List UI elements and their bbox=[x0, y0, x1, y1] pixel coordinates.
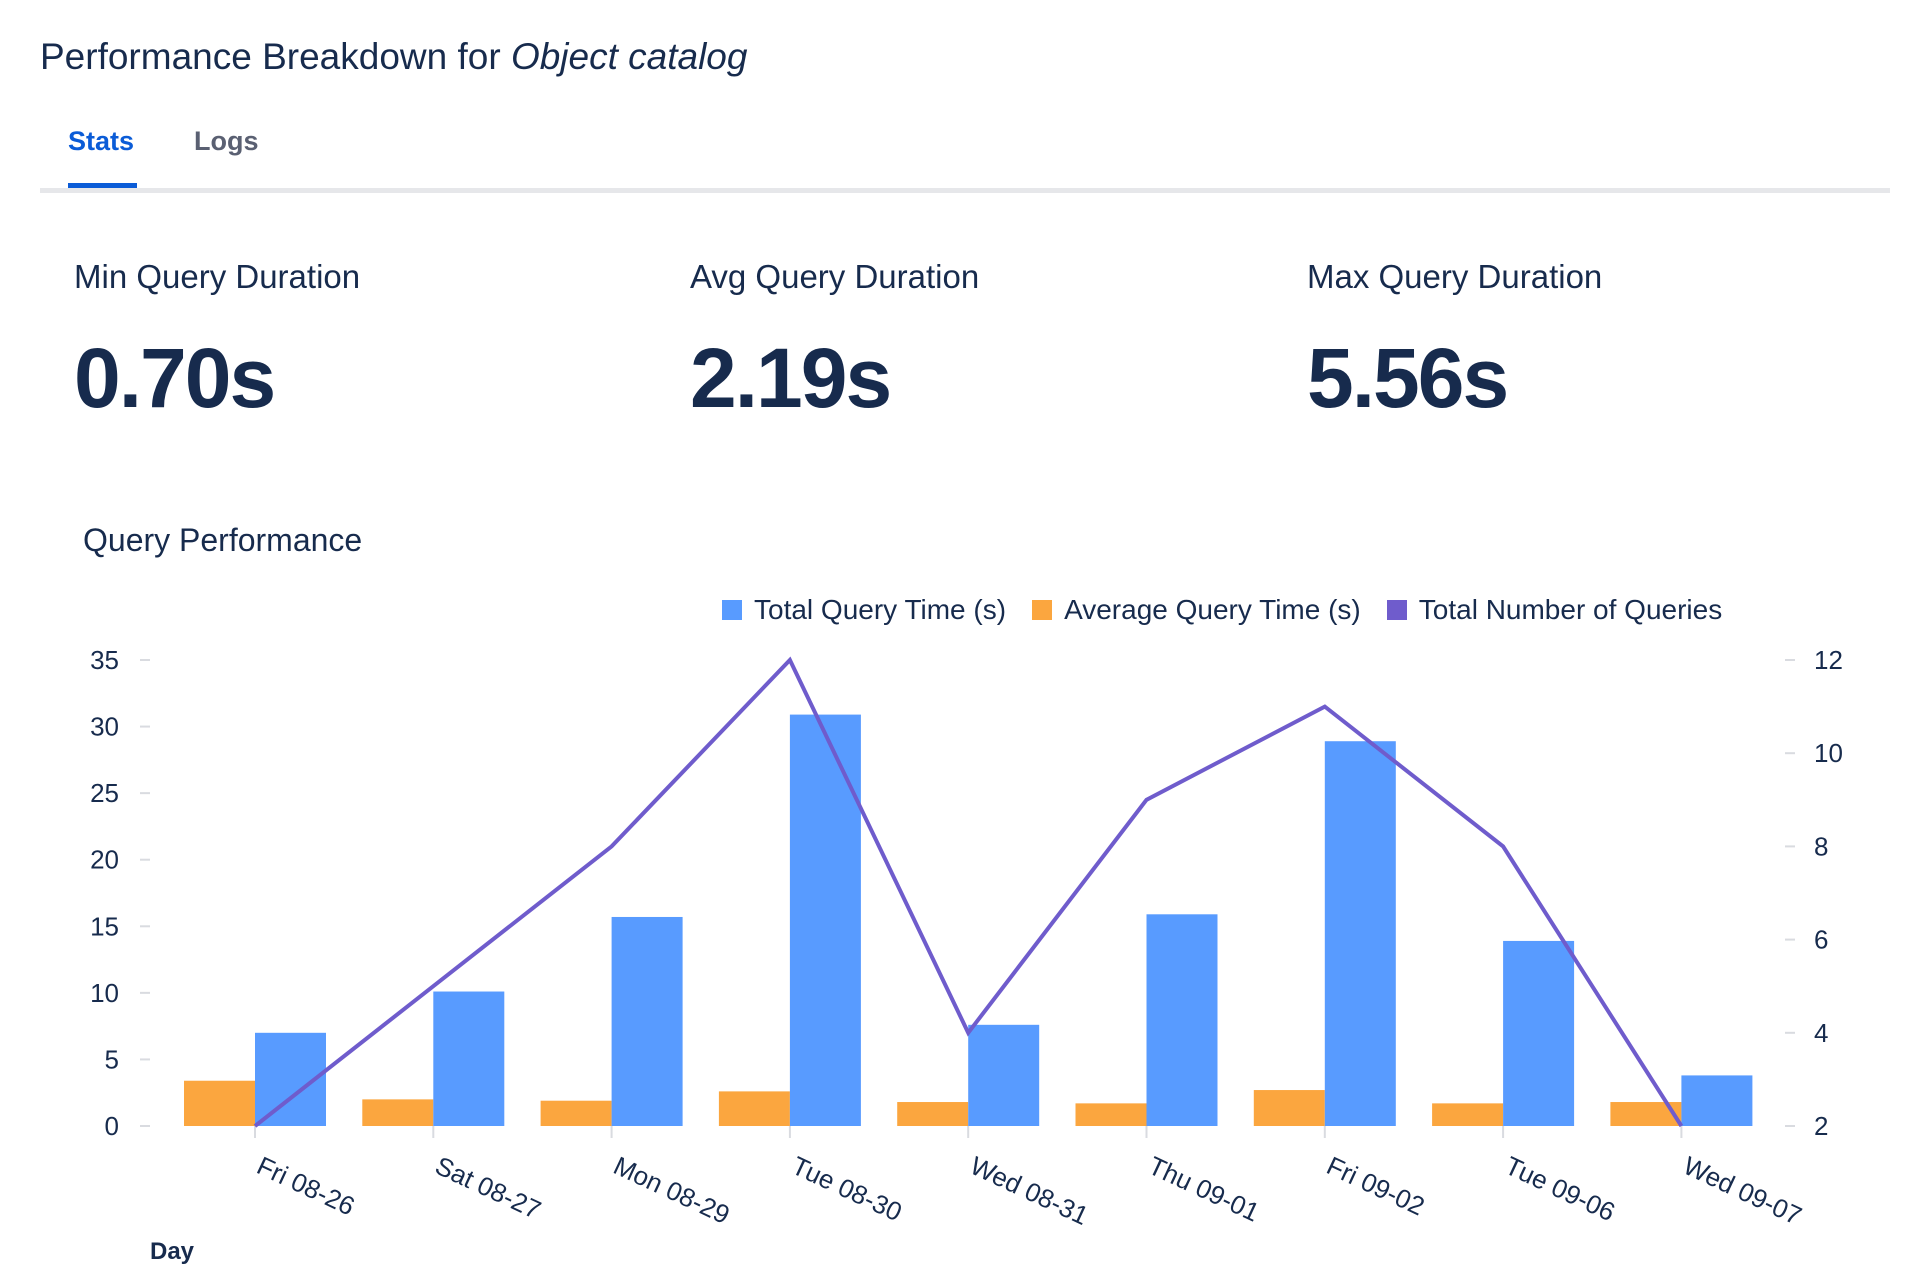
y-right-tick-label: 4 bbox=[1814, 1018, 1828, 1048]
x-tick-label: Fri 08-26 bbox=[252, 1150, 359, 1221]
bar-average-query-time bbox=[184, 1080, 255, 1126]
y-right-tick-label: 6 bbox=[1814, 925, 1828, 955]
x-tick-label: Sat 08-27 bbox=[431, 1150, 546, 1225]
bar-total-query-time bbox=[433, 991, 505, 1126]
stat-max: Max Query Duration 5.56s bbox=[1307, 258, 1602, 427]
y-right-tick-label: 10 bbox=[1814, 738, 1843, 768]
stat-label: Max Query Duration bbox=[1307, 258, 1603, 295]
tab-stats[interactable]: Stats bbox=[68, 126, 135, 156]
stat-value: 2.19s bbox=[690, 331, 892, 425]
legend-swatch bbox=[1386, 600, 1407, 620]
stat-value: 0.70s bbox=[74, 331, 276, 425]
bar-total-query-time bbox=[789, 714, 861, 1126]
y-left-tick-label: 25 bbox=[90, 778, 119, 808]
bar-average-query-time bbox=[1610, 1102, 1682, 1126]
y-left-tick-label: 30 bbox=[90, 712, 119, 742]
bar-average-query-time bbox=[1432, 1103, 1504, 1126]
y-left-tick-label: 0 bbox=[105, 1111, 119, 1141]
legend-label: Total Number of Queries bbox=[1418, 594, 1723, 625]
y-right-tick-label: 2 bbox=[1814, 1111, 1828, 1141]
legend-swatch bbox=[1032, 600, 1053, 620]
legend-item-average[interactable]: Average Query Time (s) bbox=[1032, 594, 1361, 626]
x-tick-label: Mon 08-29 bbox=[609, 1150, 734, 1230]
legend-swatch bbox=[722, 600, 742, 620]
tab-logs[interactable]: Logs bbox=[194, 126, 259, 156]
tab-bar: Stats Logs bbox=[40, 120, 1890, 193]
legend-label: Total Query Time (s) bbox=[754, 594, 1007, 625]
legend-label: Average Query Time (s) bbox=[1064, 594, 1361, 625]
stat-avg: Avg Query Duration 2.19s bbox=[690, 258, 979, 427]
x-axis-label: Day bbox=[150, 1238, 195, 1265]
y-left-tick-label: 15 bbox=[90, 911, 119, 941]
bar-average-query-time bbox=[897, 1102, 969, 1126]
bar-average-query-time bbox=[362, 1099, 434, 1126]
bar-average-query-time bbox=[1253, 1090, 1325, 1126]
page-title: Performance Breakdown for Object catalog bbox=[40, 36, 747, 78]
bar-average-query-time bbox=[718, 1091, 790, 1126]
bar-total-query-time bbox=[1503, 940, 1575, 1126]
legend-item-total[interactable]: Total Query Time (s) bbox=[722, 594, 1006, 626]
title-object: Object catalog bbox=[510, 36, 748, 77]
y-left-tick-label: 10 bbox=[90, 978, 119, 1008]
stat-label: Avg Query Duration bbox=[690, 258, 980, 295]
x-tick-label: Wed 08-31 bbox=[966, 1150, 1094, 1231]
x-tick-label: Wed 09-07 bbox=[1679, 1150, 1807, 1231]
bar-average-query-time bbox=[540, 1100, 612, 1126]
bar-total-query-time bbox=[968, 1024, 1040, 1126]
active-tab-indicator bbox=[68, 183, 137, 188]
legend-item-count[interactable]: Total Number of Queries bbox=[1386, 594, 1723, 626]
x-tick-label: Tue 08-30 bbox=[787, 1150, 906, 1227]
stat-min: Min Query Duration 0.70s bbox=[74, 258, 360, 427]
bar-total-query-time bbox=[611, 916, 683, 1126]
x-tick-label: Fri 09-02 bbox=[1322, 1150, 1429, 1221]
title-prefix: Performance Breakdown for bbox=[40, 36, 511, 77]
y-left-tick-label: 5 bbox=[105, 1044, 119, 1074]
y-right-tick-label: 8 bbox=[1814, 831, 1828, 861]
y-left-tick-label: 35 bbox=[90, 645, 119, 675]
bar-total-query-time bbox=[1146, 914, 1218, 1126]
stat-label: Min Query Duration bbox=[74, 258, 361, 295]
stat-value: 5.56s bbox=[1307, 331, 1509, 425]
bar-total-query-time bbox=[1681, 1075, 1753, 1126]
chart-title: Query Performance bbox=[83, 522, 363, 558]
y-left-tick-label: 20 bbox=[90, 845, 119, 875]
x-tick-label: Tue 09-06 bbox=[1501, 1150, 1620, 1227]
x-tick-label: Thu 09-01 bbox=[1144, 1150, 1264, 1227]
y-right-tick-label: 12 bbox=[1814, 645, 1843, 675]
bar-total-query-time bbox=[1324, 741, 1396, 1126]
chart-legend: Total Query Time (s) Average Query Time … bbox=[722, 594, 1722, 626]
bar-average-query-time bbox=[1075, 1103, 1147, 1126]
